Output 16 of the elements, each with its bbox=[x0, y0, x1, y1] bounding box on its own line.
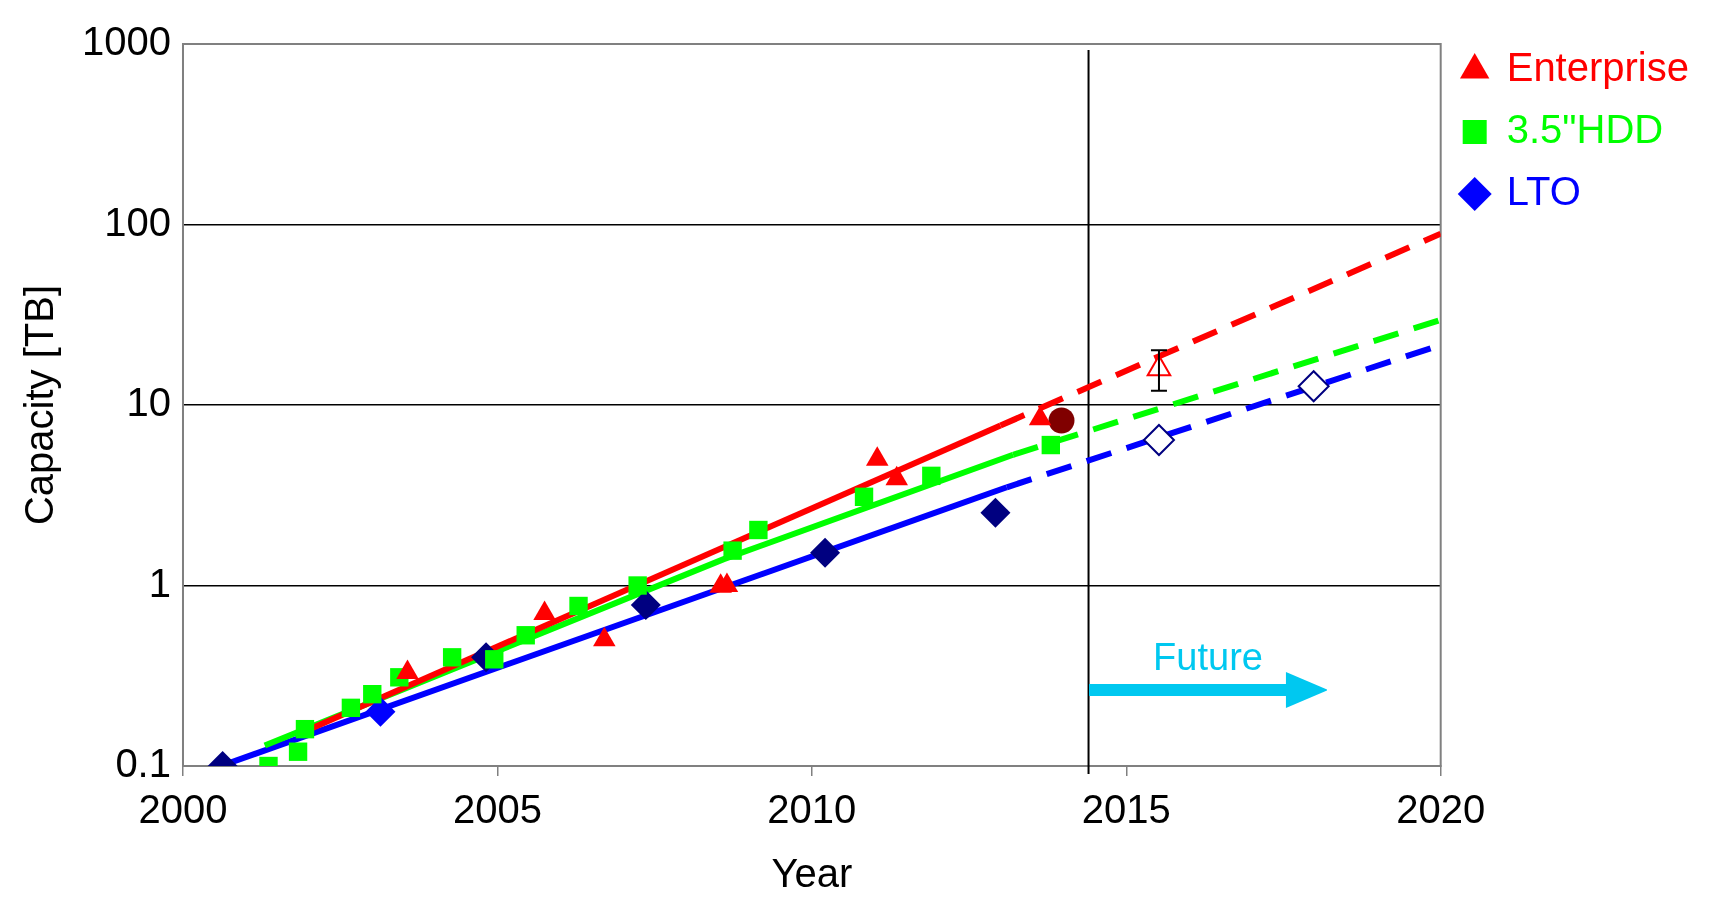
y-tick-label: 1000 bbox=[82, 19, 171, 64]
legend-label: LTO bbox=[1506, 169, 1581, 214]
x-axis-title: Year bbox=[771, 851, 853, 896]
y-tick-label: 10 bbox=[126, 380, 171, 425]
x-tick-label: 2000 bbox=[138, 787, 228, 832]
annotation: Future bbox=[1152, 636, 1264, 680]
y-tick-label: 1 bbox=[148, 560, 171, 605]
x-tick-label: 2020 bbox=[1396, 787, 1486, 832]
x-tick-label: 2015 bbox=[1081, 787, 1171, 832]
y-tick-label: 0.1 bbox=[115, 741, 171, 786]
x-tick-label: 2005 bbox=[452, 787, 542, 832]
y-tick-label: 100 bbox=[104, 199, 171, 244]
legend-label: Enterprise bbox=[1506, 45, 1690, 90]
x-tick-label: 2010 bbox=[767, 787, 857, 832]
legend-label: 3.5"HDD bbox=[1506, 107, 1664, 152]
y-axis-title: Capacity [TB] bbox=[17, 284, 62, 526]
